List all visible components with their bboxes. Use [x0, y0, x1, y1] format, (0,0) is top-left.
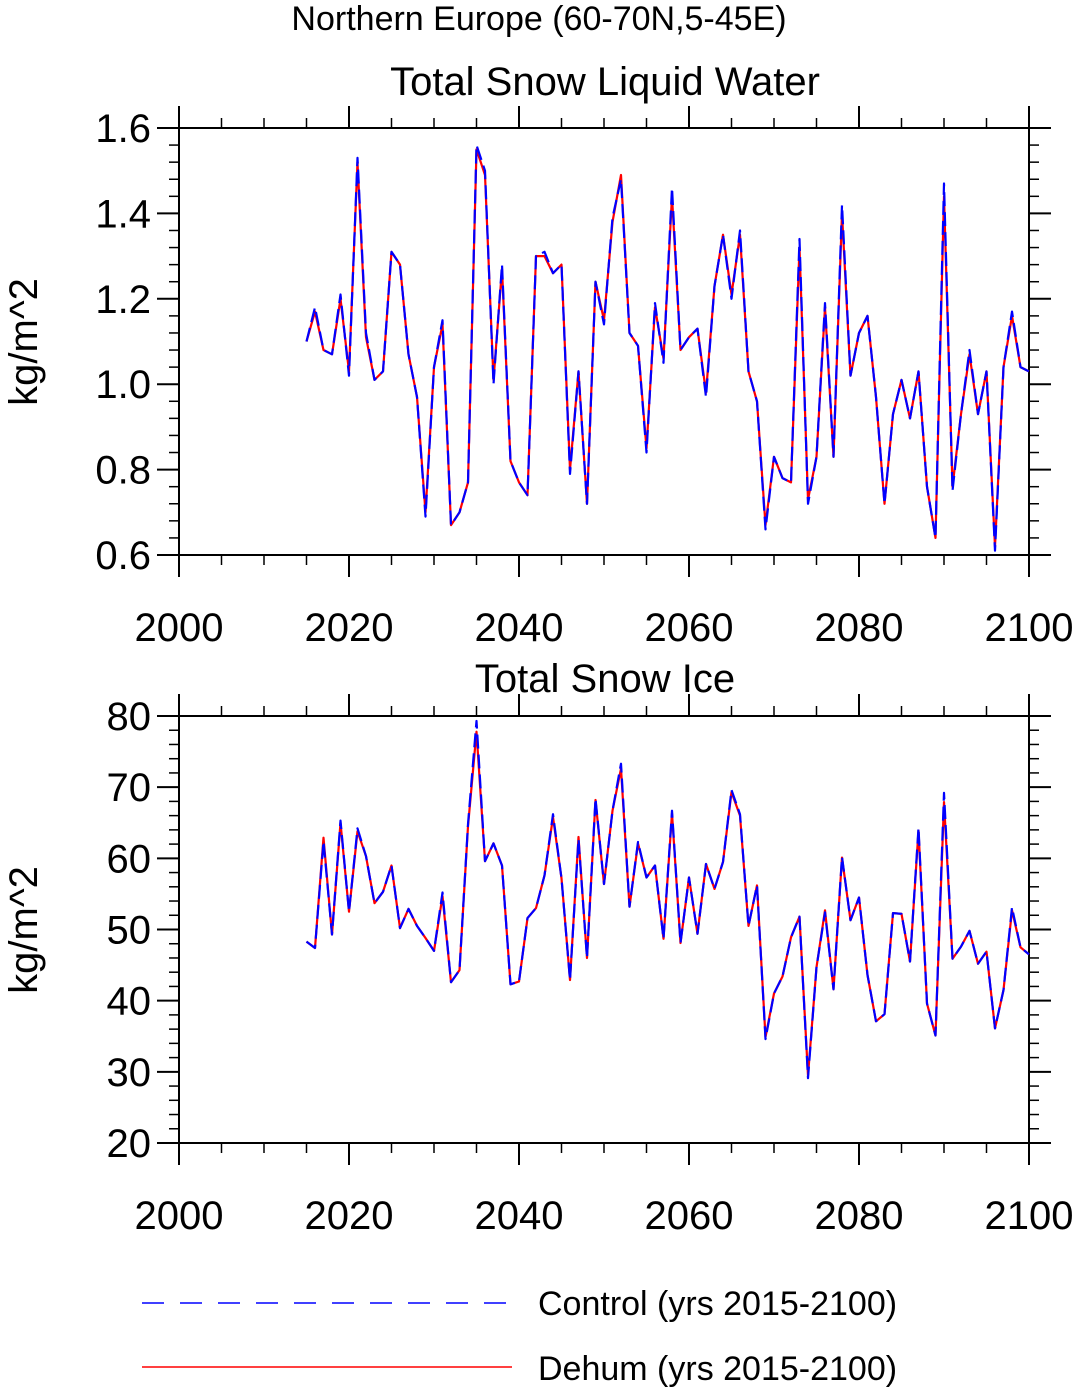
x-tick-label: 2060 [645, 1194, 734, 1238]
panel-snow-ice: Total Snow Ice kg/m^2 2000 2020 2040 2060 20… [2, 657, 1073, 1238]
y-tick-label: 70 [107, 766, 152, 810]
y-tick-label: 1.4 [95, 192, 151, 236]
y-tick-label: 0.6 [95, 534, 151, 578]
y-tick-label: 50 [107, 909, 152, 953]
y-tick-label: 40 [107, 980, 152, 1024]
legend-label-control: Control (yrs 2015-2100) [538, 1285, 897, 1323]
x-tick-label: 2040 [475, 1194, 564, 1238]
x-tick-label: 2100 [985, 1194, 1074, 1238]
x-tick-label: 2080 [815, 1194, 904, 1238]
y-tick-label: 0.8 [95, 449, 151, 493]
y-tick-label: 1.2 [95, 278, 151, 322]
x-tick-label: 2040 [475, 606, 564, 650]
y-tick-label: 60 [107, 837, 152, 881]
y-tick-label: 1.0 [95, 363, 151, 407]
series-line-dehum [305, 148, 1030, 548]
y-axis-label: kg/m^2 [2, 866, 46, 994]
x-tick-label: 2000 [135, 606, 224, 650]
figure-title: Northern Europe (60-70N,5-45E) [291, 0, 786, 38]
y-tick-label: 80 [107, 695, 152, 739]
x-tick-label: 2080 [815, 606, 904, 650]
plot-frame [178, 715, 1030, 1144]
x-tick-label: 2020 [305, 1194, 394, 1238]
panel-title: Total Snow Liquid Water [390, 60, 820, 104]
panel-title: Total Snow Ice [475, 657, 735, 701]
x-tick-label: 2020 [305, 606, 394, 650]
legend: Control (yrs 2015-2100) Dehum (yrs 2015-… [142, 1285, 897, 1388]
series-line-control [305, 719, 1030, 1080]
y-axis-label: kg/m^2 [2, 278, 46, 406]
series-line-control [305, 144, 1030, 552]
y-tick-label: 20 [107, 1122, 152, 1166]
x-tick-label: 2060 [645, 606, 734, 650]
series-line-dehum [305, 730, 1030, 1077]
x-tick-label: 2000 [135, 1194, 224, 1238]
panel-snow-liquid-water: Total Snow Liquid Water kg/m^2 2000 2020 2… [2, 60, 1073, 650]
x-tick-label: 2100 [985, 606, 1074, 650]
y-tick-label: 1.6 [95, 107, 151, 151]
y-tick-label: 30 [107, 1051, 152, 1095]
legend-label-dehum: Dehum (yrs 2015-2100) [538, 1350, 897, 1388]
